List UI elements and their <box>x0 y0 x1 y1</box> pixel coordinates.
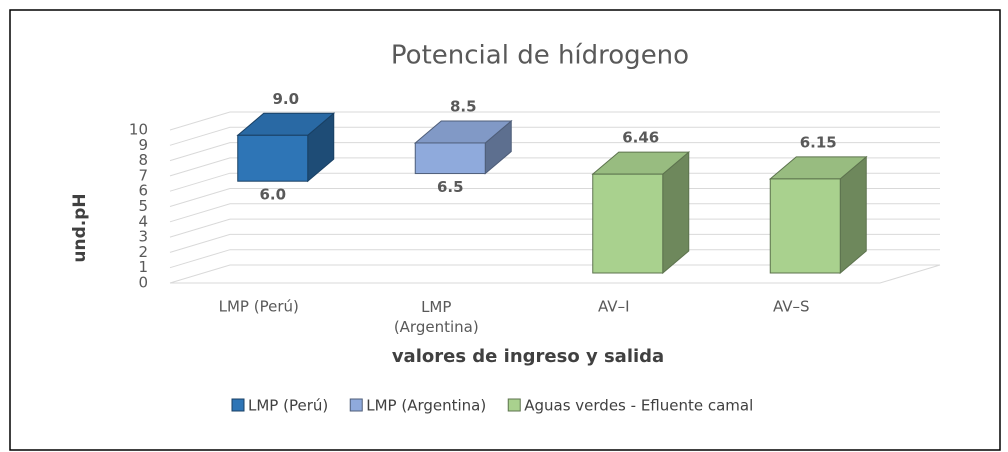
y-tick-label: 2 <box>138 243 148 261</box>
y-tick-label: 7 <box>138 166 148 184</box>
bar-front <box>769 178 841 274</box>
y-tick-label: 6 <box>138 182 148 200</box>
grid-line <box>169 111 940 131</box>
value-label: 6.46 <box>622 129 659 147</box>
value-label: 8.5 <box>450 97 477 115</box>
grid-line <box>169 157 940 177</box>
chart-title: Potencial de hídrogeno <box>391 41 689 71</box>
bar <box>768 155 868 275</box>
y-axis-title: und.pH <box>70 193 90 262</box>
value-label: 9.0 <box>272 90 299 108</box>
legend-swatch <box>349 398 363 412</box>
x-tick-label: AV–I <box>598 298 630 316</box>
grid-line <box>169 188 940 207</box>
bar-front <box>237 134 309 182</box>
legend-swatch <box>231 398 245 412</box>
y-tick-label: 9 <box>138 136 148 154</box>
grid-line <box>169 126 940 146</box>
x-tick-label-line: (Argentina) <box>394 318 479 336</box>
y-tick-label: 3 <box>138 228 148 246</box>
x-axis-title: valores de ingreso y salida <box>392 346 664 367</box>
grid-line <box>169 172 940 192</box>
grid-line <box>169 264 940 284</box>
grid-line <box>169 233 940 253</box>
x-tick-label: LMP (Argentina) <box>394 298 479 336</box>
frame <box>9 9 1001 451</box>
legend-swatch <box>507 398 521 412</box>
grid-line <box>169 203 940 223</box>
y-tick-label: 1 <box>138 258 148 276</box>
bar <box>413 119 513 175</box>
bar <box>236 112 336 183</box>
bar-front <box>414 142 486 175</box>
value-label: 6.15 <box>800 133 837 151</box>
grid-line <box>169 142 940 162</box>
x-tick-label: AV–S <box>773 298 810 316</box>
floor <box>170 264 941 284</box>
legend-label: LMP (Perú) <box>248 397 328 415</box>
legend-label: LMP (Argentina) <box>366 397 486 415</box>
y-tick-label: 8 <box>138 151 148 169</box>
y-tick-label: 5 <box>138 197 148 215</box>
grid-line <box>169 249 940 269</box>
x-tick-label: LMP (Perú) <box>219 298 299 316</box>
bar-front <box>592 173 664 274</box>
grid-line <box>169 218 940 238</box>
x-tick-label-line: LMP <box>421 298 451 316</box>
bar <box>591 151 691 275</box>
value-label: 6.5 <box>437 178 464 196</box>
y-tick-label: 10 <box>129 121 148 139</box>
y-tick-label: 0 <box>138 274 148 292</box>
legend-label: Aguas verdes - Efluente camal <box>524 397 753 415</box>
y-tick-label: 4 <box>138 212 148 230</box>
value-label: 6.0 <box>259 186 286 204</box>
